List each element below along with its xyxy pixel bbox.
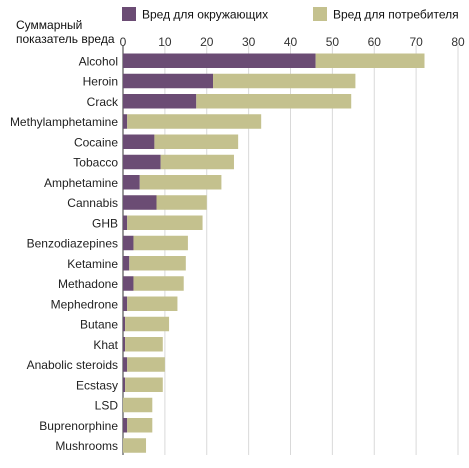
bar-user bbox=[156, 195, 207, 210]
x-tick-label: 60 bbox=[368, 35, 382, 49]
bar-others bbox=[123, 175, 140, 190]
bar-others bbox=[123, 377, 126, 392]
bar-others bbox=[123, 316, 126, 332]
category-label: Mushrooms bbox=[55, 439, 118, 453]
bar-others bbox=[123, 337, 126, 352]
bar-others bbox=[123, 357, 128, 372]
bar-user bbox=[133, 235, 188, 251]
bar-others bbox=[123, 256, 130, 271]
category-label: Crack bbox=[87, 95, 119, 109]
x-tick-label: 30 bbox=[242, 35, 256, 49]
bar-user bbox=[160, 154, 234, 170]
bar-others bbox=[123, 235, 134, 251]
bar-user bbox=[127, 296, 178, 311]
bar-user bbox=[125, 337, 163, 352]
bar-others bbox=[123, 195, 157, 210]
x-tick-label: 10 bbox=[158, 35, 172, 49]
bar-user bbox=[127, 114, 262, 129]
y-axis-title-line: Суммарный bbox=[16, 18, 82, 32]
bar-others bbox=[123, 215, 128, 230]
bar-others bbox=[123, 134, 155, 149]
legend-swatch bbox=[313, 7, 327, 21]
x-tick-label: 20 bbox=[200, 35, 214, 49]
x-tick-label: 40 bbox=[284, 35, 298, 49]
bar-user bbox=[123, 397, 153, 413]
bar-others bbox=[123, 296, 128, 311]
category-label: Anabolic steroids bbox=[27, 358, 118, 372]
category-label: Benzodiazepines bbox=[27, 237, 118, 251]
bar-user bbox=[133, 276, 184, 291]
legend-label: Вред для окружающих bbox=[142, 8, 268, 22]
bar-user bbox=[127, 215, 203, 230]
bar-user bbox=[127, 418, 153, 433]
bar-user bbox=[129, 256, 186, 271]
category-label: Ketamine bbox=[67, 257, 118, 271]
category-label: Cannabis bbox=[67, 196, 118, 210]
bar-others bbox=[123, 276, 134, 291]
bar-user bbox=[213, 73, 356, 89]
bar-others bbox=[123, 154, 161, 170]
category-label: Alcohol bbox=[79, 54, 118, 68]
category-label: Methylamphetamine bbox=[10, 115, 118, 129]
category-label: GHB bbox=[92, 216, 118, 230]
category-label: Ecstasy bbox=[76, 378, 118, 392]
category-label: Heroin bbox=[83, 75, 118, 89]
bar-others bbox=[123, 418, 128, 433]
bar-user bbox=[127, 357, 165, 372]
bar-user bbox=[123, 438, 147, 453]
x-tick-label: 70 bbox=[409, 35, 423, 49]
bar-user bbox=[315, 53, 425, 68]
bar-user bbox=[196, 94, 352, 109]
category-label: Butane bbox=[80, 318, 118, 332]
bar-user bbox=[154, 134, 239, 149]
category-label: Mephedrone bbox=[51, 297, 119, 311]
legend-swatch bbox=[122, 7, 136, 21]
x-tick-label: 0 bbox=[120, 35, 127, 49]
category-label: LSD bbox=[95, 399, 119, 413]
bar-others bbox=[123, 53, 316, 68]
bar-user bbox=[139, 175, 222, 190]
bar-others bbox=[123, 94, 197, 109]
bar-others bbox=[123, 114, 128, 129]
bar-user bbox=[125, 316, 170, 332]
legend-label: Вред для потребителя bbox=[333, 8, 459, 22]
bar-others bbox=[123, 73, 214, 89]
category-label: Methadone bbox=[58, 277, 118, 291]
bar-user bbox=[125, 377, 163, 392]
category-label: Khat bbox=[93, 338, 118, 352]
category-label: Cocaine bbox=[74, 135, 118, 149]
x-tick-label: 50 bbox=[326, 35, 340, 49]
y-axis-title-line: показатель вреда bbox=[16, 32, 115, 46]
category-label: Amphetamine bbox=[44, 176, 118, 190]
x-tick-label: 80 bbox=[451, 35, 465, 49]
category-label: Buprenorphine bbox=[39, 419, 118, 433]
category-label: Tobacco bbox=[73, 156, 118, 170]
